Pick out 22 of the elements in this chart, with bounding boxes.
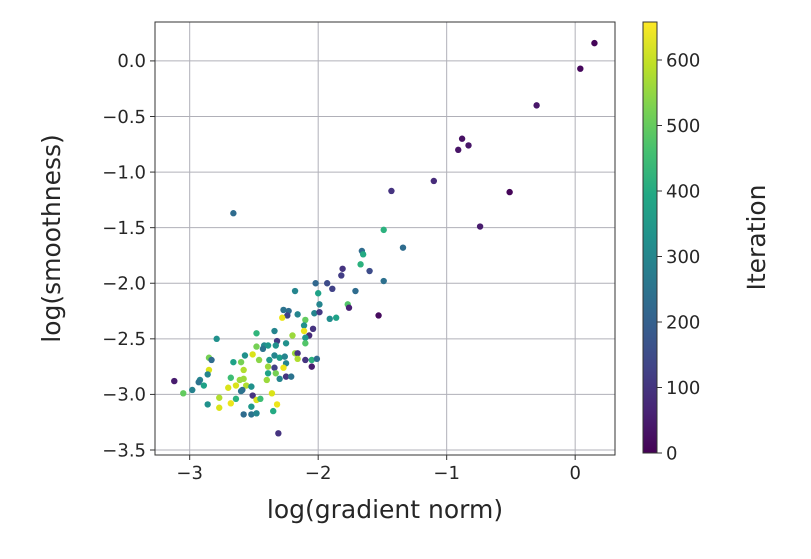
color-bar-label: 500: [666, 116, 700, 137]
y-tick-label: −3.5: [102, 440, 146, 462]
color-bar-label: 200: [666, 312, 700, 334]
y-tick-label: −3.0: [102, 384, 146, 406]
y-tick-label: −2.0: [102, 274, 146, 295]
color-bar-label: 600: [666, 50, 700, 72]
y-tick-label: −1.0: [102, 162, 146, 184]
y-axis-title: log(smoothness): [37, 134, 66, 343]
x-tick-label: −3: [176, 463, 203, 484]
x-tick-label: −1: [433, 463, 460, 484]
y-tick-label: −1.5: [102, 218, 146, 239]
x-tick-label: −2: [304, 463, 332, 484]
x-tick-label: 0: [569, 463, 581, 484]
color-bar-label: 400: [666, 181, 700, 202]
color-bar-label: 0: [666, 443, 678, 464]
y-tick-label: −0.5: [102, 106, 146, 128]
y-tick-label: −2.5: [102, 329, 146, 350]
color-bar-title: Iteration: [742, 184, 771, 291]
color-bar-label: 300: [666, 246, 700, 268]
color-bar-label: 100: [666, 378, 700, 399]
x-axis-title: log(gradient norm): [266, 495, 504, 524]
y-tick-label: 0.0: [117, 51, 146, 72]
